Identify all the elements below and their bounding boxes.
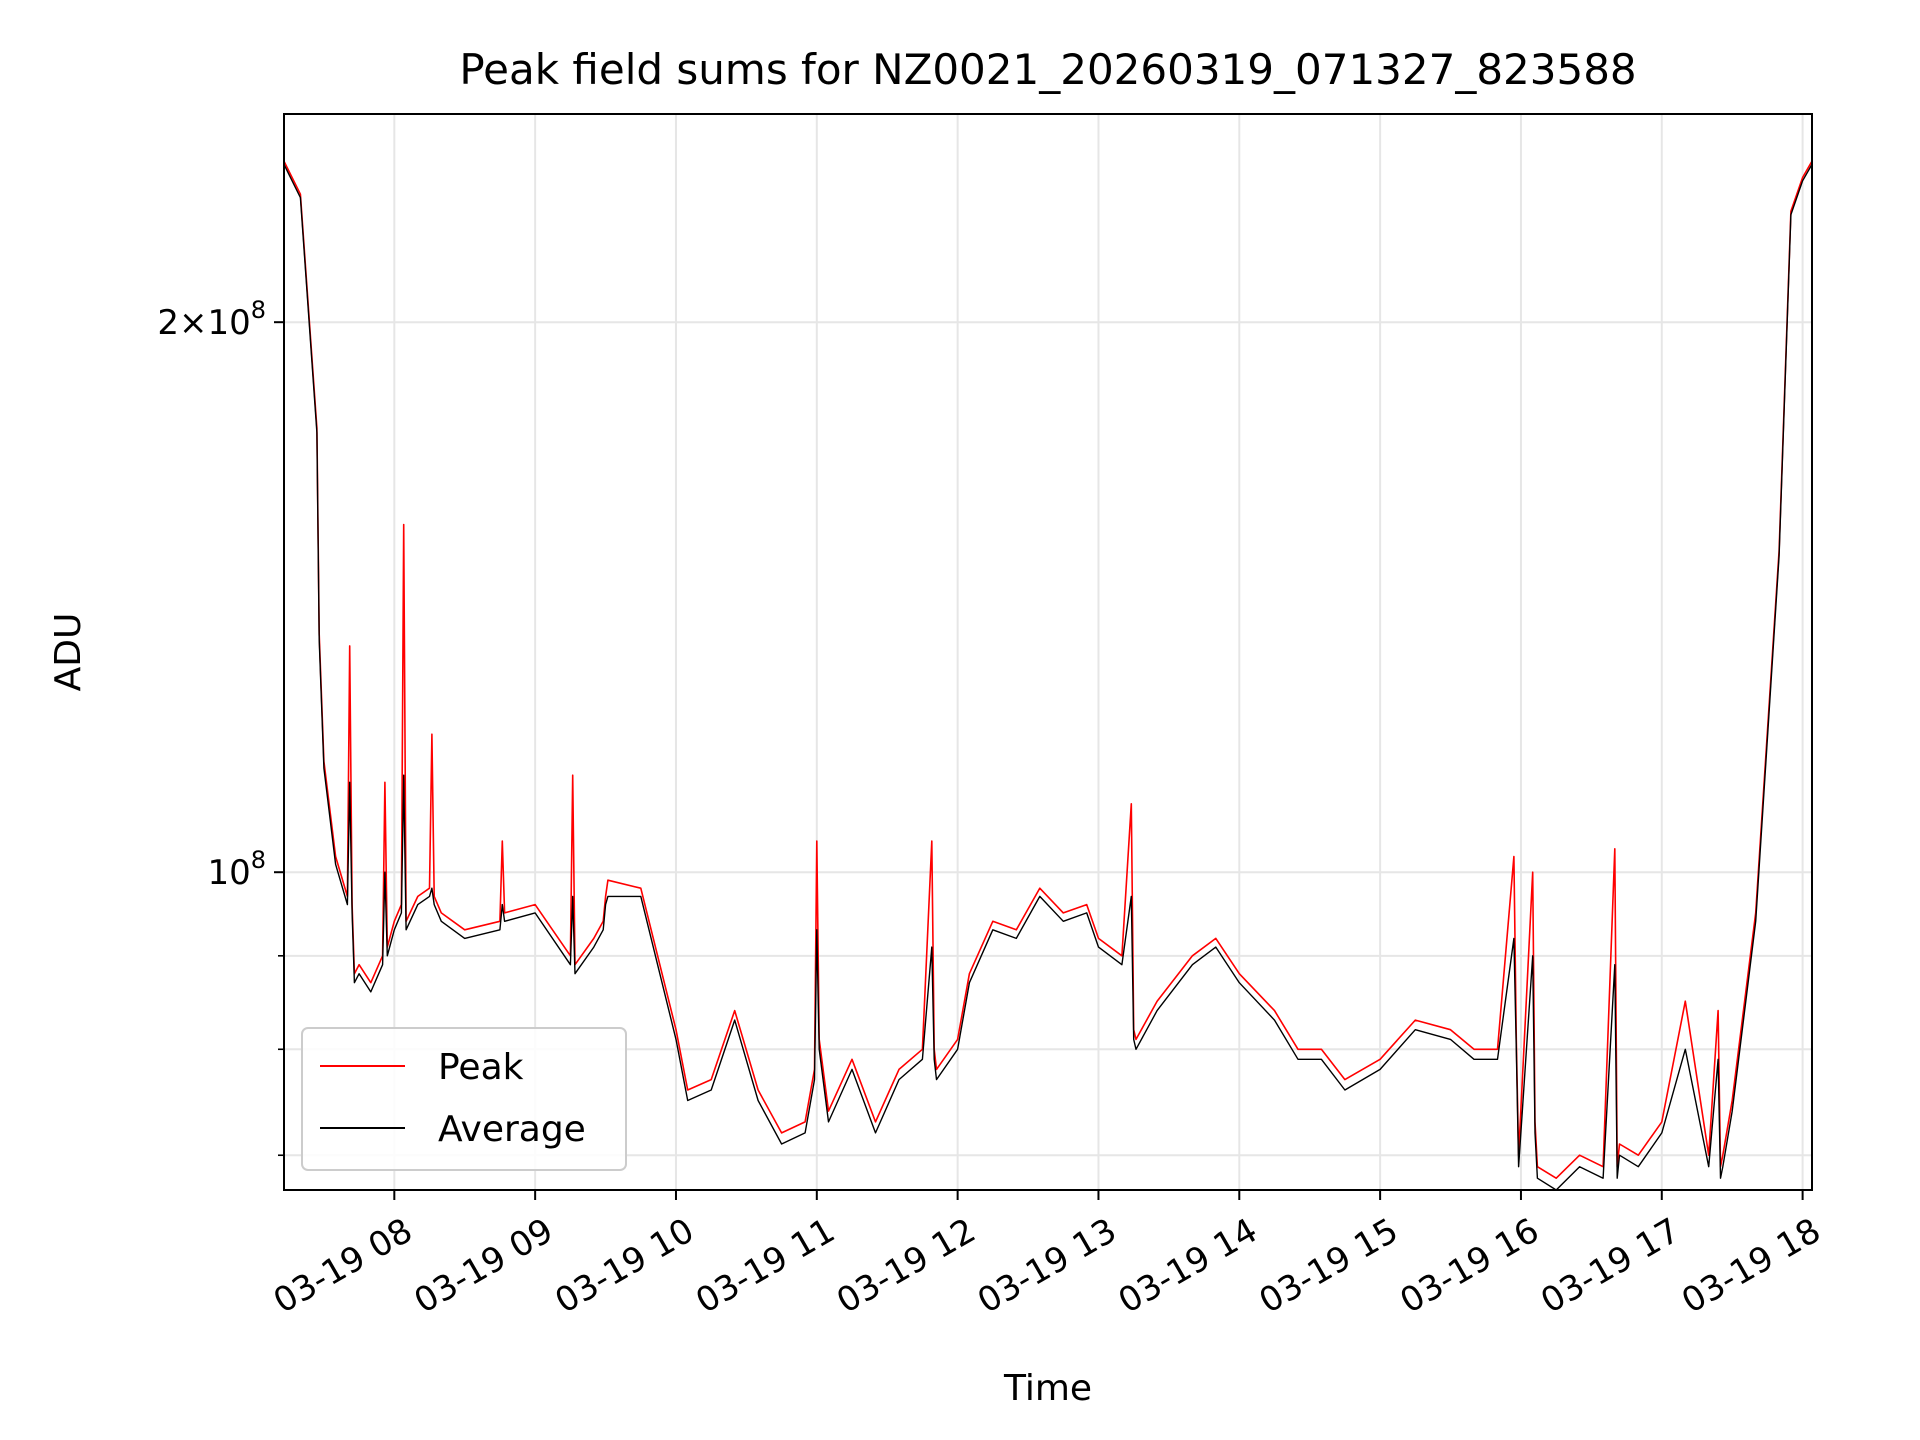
legend-average-label: Average	[438, 1109, 586, 1150]
x-axis-label: Time	[1003, 1368, 1092, 1409]
legend-box	[301, 1027, 627, 1171]
plot-frame	[283, 113, 1813, 1191]
legend: Peak Average	[301, 1027, 627, 1171]
chart-title: Peak field sums for NZ0021_20260319_0713…	[459, 45, 1636, 94]
y-axis-label: ADU	[48, 613, 89, 692]
y-tick-exponent: 8	[251, 296, 266, 324]
series-line-average	[284, 164, 1812, 1190]
y-tick-label: 108	[207, 846, 266, 893]
series-layer	[284, 160, 1812, 1190]
series-line-peak	[284, 160, 1812, 1179]
y-tick-coef: 2×	[157, 303, 207, 343]
grid	[284, 114, 1812, 1190]
y-tick-base: 10	[207, 303, 250, 343]
y-tick-label: 2×108	[157, 296, 266, 343]
legend-peak-label: Peak	[438, 1047, 524, 1088]
y-tick-exponent: 8	[251, 846, 266, 874]
y-tick-base: 10	[207, 853, 250, 893]
